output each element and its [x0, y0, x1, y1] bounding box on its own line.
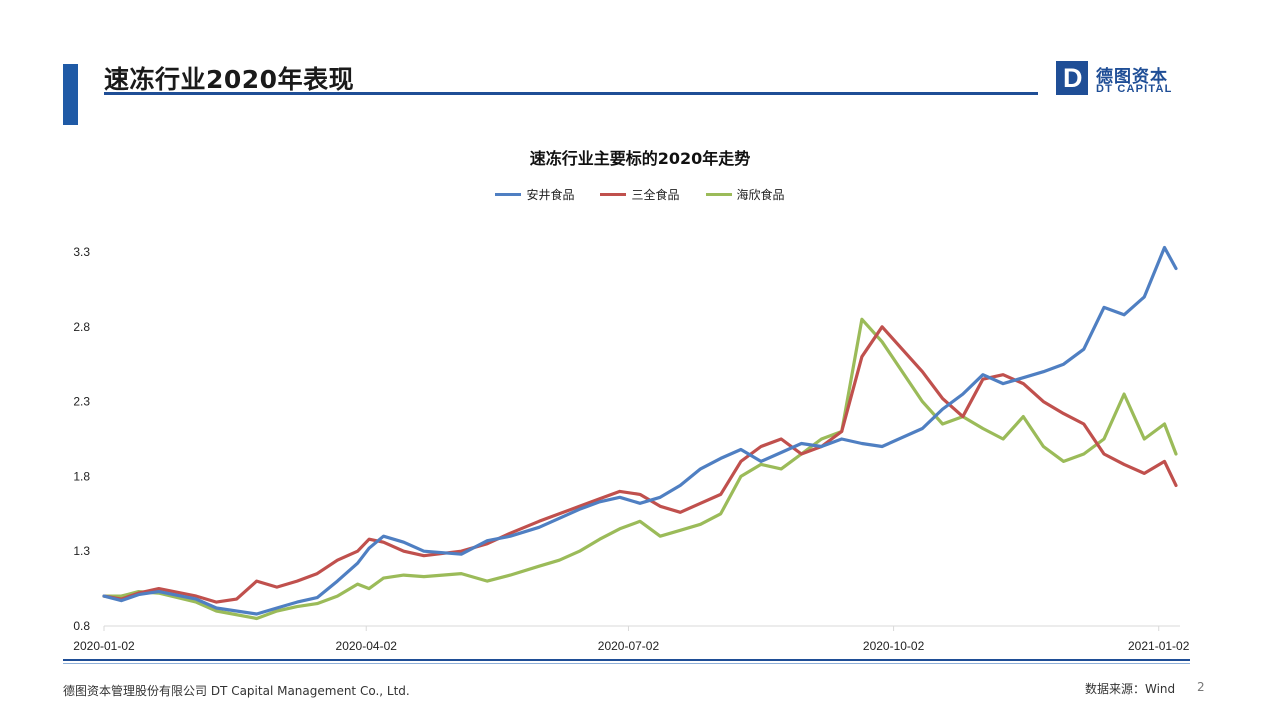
legend-item-sanquan: 三全食品: [600, 186, 680, 203]
y-tick-label: 2.3: [73, 395, 90, 409]
y-tick-label: 2.8: [73, 320, 90, 334]
logo-mark-icon: D: [1056, 61, 1088, 95]
header-accent-bar: [63, 64, 78, 125]
y-tick-label: 0.8: [73, 619, 90, 633]
series-line-sanquan: [102, 325, 1178, 604]
page-title: 速冻行业2020年表现: [104, 65, 355, 94]
x-tick-label: 2020-07-02: [598, 639, 660, 653]
footer-rule: [63, 659, 1190, 661]
logo-english-name: DT CAPITAL: [1096, 83, 1173, 95]
page-number: 2: [1197, 680, 1205, 694]
legend-swatch-sanquan: [600, 193, 627, 196]
legend-label-anjing: 安井食品: [526, 188, 575, 202]
legend-swatch-haixin: [705, 193, 732, 196]
y-tick-label: 1.8: [73, 469, 90, 483]
y-tick-label: 1.3: [73, 544, 90, 558]
series-line-anjing: [102, 245, 1178, 616]
logo-mark-letter: D: [1063, 63, 1083, 93]
footer-rule-thin: [63, 663, 1190, 664]
legend-swatch-anjing: [495, 193, 522, 196]
footer-company: 德图资本管理股份有限公司 DT Capital Management Co., …: [63, 684, 410, 698]
legend-item-anjing: 安井食品: [495, 186, 574, 203]
legend-label-haixin: 海欣食品: [736, 188, 785, 202]
title-underline: [104, 92, 1038, 95]
legend-item-haixin: 海欣食品: [705, 186, 785, 203]
legend-label-sanquan: 三全食品: [631, 188, 680, 202]
x-tick-label: 2020-10-02: [863, 639, 925, 653]
x-tick-label: 2020-01-02: [73, 639, 135, 653]
y-tick-label: 3.3: [73, 245, 90, 259]
company-logo: D 德图资本 DT CAPITAL: [1056, 60, 1180, 98]
logo-chinese-name: 德图资本: [1096, 67, 1168, 87]
x-tick-label: 2021-01-02: [1128, 639, 1190, 653]
chart-legend: 安井食品 三全食品 海欣食品: [0, 186, 1280, 203]
chart-title: 速冻行业主要标的2020年走势: [529, 149, 751, 168]
footer-source: 数据来源：Wind: [1085, 682, 1176, 696]
x-tick-label: 2020-04-02: [336, 639, 398, 653]
series-line-haixin: [102, 317, 1178, 621]
